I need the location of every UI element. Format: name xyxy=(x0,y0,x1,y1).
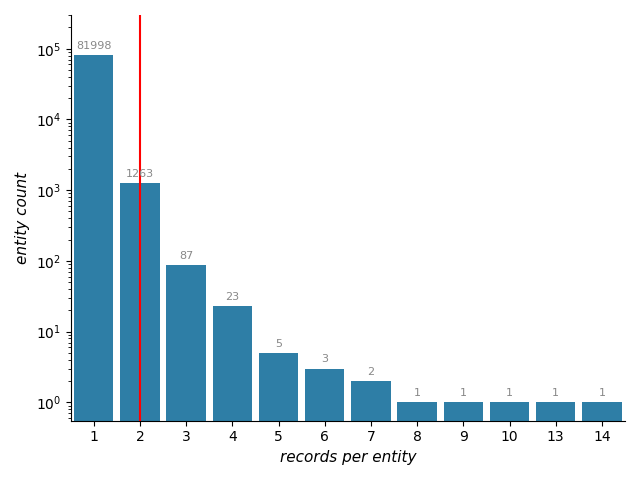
Bar xyxy=(305,369,344,480)
Text: 1: 1 xyxy=(598,388,605,398)
Bar xyxy=(166,265,206,480)
Bar xyxy=(397,402,436,480)
Text: 1: 1 xyxy=(506,388,513,398)
X-axis label: records per entity: records per entity xyxy=(280,450,416,465)
Text: 1: 1 xyxy=(460,388,467,398)
Bar xyxy=(74,55,113,480)
Y-axis label: entity count: entity count xyxy=(15,172,30,264)
Text: 87: 87 xyxy=(179,251,193,261)
Bar xyxy=(120,183,159,480)
Text: 1: 1 xyxy=(552,388,559,398)
Bar xyxy=(536,402,575,480)
Text: 23: 23 xyxy=(225,292,239,302)
Text: 5: 5 xyxy=(275,338,282,348)
Bar xyxy=(259,353,298,480)
Bar xyxy=(444,402,483,480)
Text: 3: 3 xyxy=(321,354,328,364)
Bar xyxy=(351,381,390,480)
Bar xyxy=(582,402,621,480)
Text: 1: 1 xyxy=(413,388,420,398)
Bar xyxy=(212,306,252,480)
Text: 81998: 81998 xyxy=(76,40,111,50)
Text: 2: 2 xyxy=(367,367,374,377)
Bar xyxy=(490,402,529,480)
Text: 1263: 1263 xyxy=(126,169,154,179)
